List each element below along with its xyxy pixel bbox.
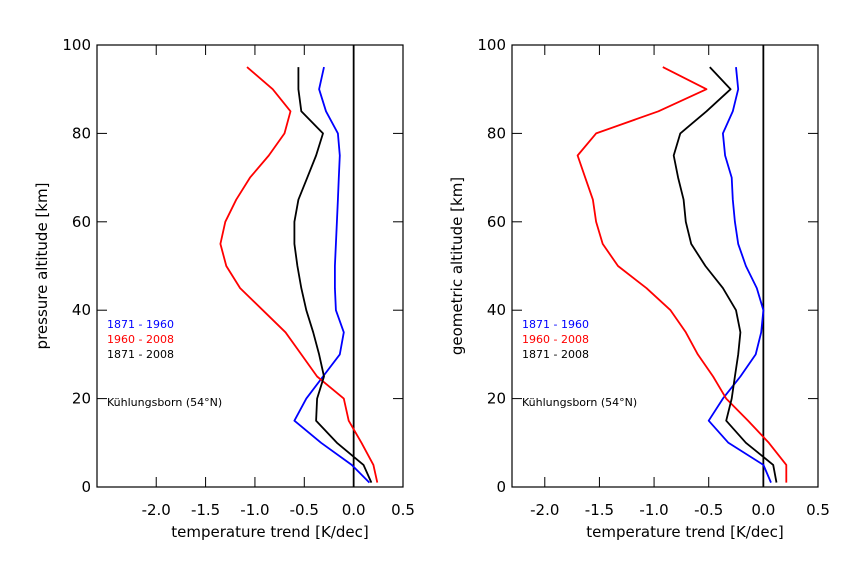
series-line — [219, 66, 379, 483]
plot-frame — [511, 44, 819, 488]
legend-entry: 1871 - 1960 — [107, 318, 174, 331]
y-tick-label: 100 — [477, 36, 506, 54]
legend-entry: 1871 - 1960 — [522, 318, 589, 331]
annotation: Kühlungsborn (54°N) — [107, 396, 222, 409]
series-line — [672, 66, 778, 483]
y-tick-label: 0 — [81, 478, 91, 496]
plot-frame — [96, 44, 404, 488]
y-tick-label: 60 — [72, 213, 91, 231]
legend-entry: 1871 - 2008 — [107, 348, 174, 361]
x-tick-label: 0.0 — [342, 501, 366, 519]
x-tick-label: -1.0 — [240, 501, 269, 519]
y-tick-label: 40 — [72, 301, 91, 319]
x-tick-label: -2.0 — [530, 501, 559, 519]
y-tick-label: 80 — [72, 124, 91, 142]
y-tick-label: 0 — [496, 478, 506, 496]
annotation: Kühlungsborn (54°N) — [522, 396, 637, 409]
y-axis-label: pressure altitude [km] — [33, 183, 51, 350]
series-line — [293, 66, 371, 484]
y-axis-label: geometric altitude [km] — [448, 177, 466, 355]
y-tick-label: 20 — [72, 390, 91, 408]
x-axis-label: temperature trend [K/dec] — [171, 523, 368, 541]
x-tick-label: -0.5 — [290, 501, 319, 519]
legend-entry: 1960 - 2008 — [107, 333, 174, 346]
legend-entry: 1960 - 2008 — [522, 333, 589, 346]
legend-entry: 1871 - 2008 — [522, 348, 589, 361]
x-tick-label: 0.0 — [751, 501, 775, 519]
y-tick-label: 80 — [487, 124, 506, 142]
x-tick-label: -2.0 — [142, 501, 171, 519]
x-tick-label: -1.5 — [191, 501, 220, 519]
y-tick-label: 20 — [487, 390, 506, 408]
y-tick-label: 100 — [62, 36, 91, 54]
y-tick-label: 40 — [487, 301, 506, 319]
x-axis-label: temperature trend [K/dec] — [586, 523, 783, 541]
series-line — [293, 67, 373, 483]
x-tick-label: -1.0 — [639, 501, 668, 519]
x-tick-label: 0.5 — [391, 501, 415, 519]
series-line — [576, 66, 788, 483]
x-tick-label: -1.5 — [585, 501, 614, 519]
x-tick-label: -0.5 — [694, 501, 723, 519]
x-tick-label: 0.5 — [806, 501, 830, 519]
y-tick-label: 60 — [487, 213, 506, 231]
series-line — [707, 67, 772, 483]
